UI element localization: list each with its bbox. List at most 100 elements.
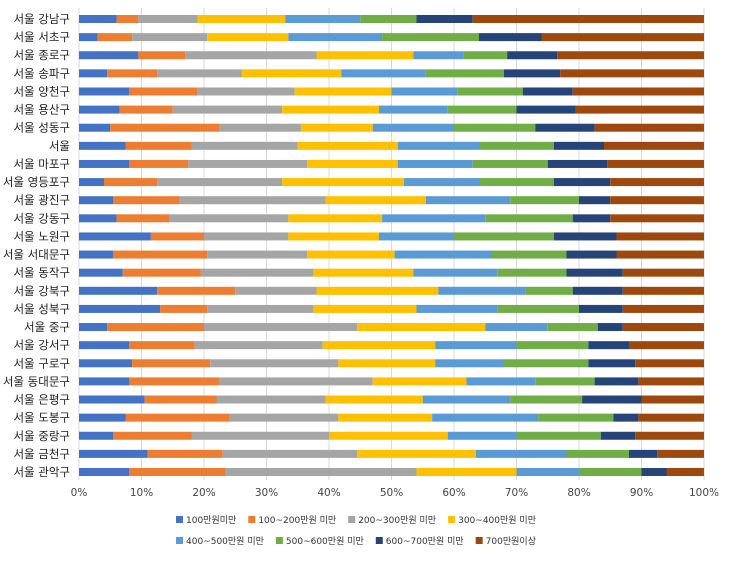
bar-segment (638, 377, 704, 386)
bar-segment (497, 268, 567, 277)
bar-segment (357, 449, 476, 458)
bar-segment (516, 468, 579, 476)
bar-segment (538, 413, 614, 422)
legend-label: 200~300만원 미만 (358, 515, 436, 526)
bar-segment (216, 395, 326, 404)
bar-segment (207, 250, 308, 259)
bar-segment (622, 323, 704, 332)
x-tick-label: 100% (689, 487, 719, 499)
bar-segment (79, 141, 126, 150)
bar-segment (322, 341, 436, 350)
bar-segment (575, 105, 704, 114)
bar-segment (316, 286, 439, 295)
bar-segment (157, 178, 283, 187)
bar-segment (79, 69, 108, 78)
bar-segment (316, 51, 414, 60)
x-tick-label: 0% (71, 487, 88, 499)
bar-segment (572, 286, 623, 295)
bar-segment (79, 123, 111, 132)
bar-segment (357, 323, 486, 332)
category-label: 서울 구로구 (13, 356, 70, 370)
bar-segment (235, 286, 317, 295)
bar-segment (222, 449, 358, 458)
bar-segment (629, 341, 704, 350)
bar-row (79, 286, 704, 295)
bar-segment (554, 141, 604, 150)
bar-segment (607, 159, 704, 168)
bar-segment (416, 15, 473, 23)
bar-segment (379, 105, 448, 114)
bar-segment (472, 159, 548, 168)
category-label: 서울 강북구 (13, 284, 70, 298)
bar-segment (516, 341, 589, 350)
bar-segment (360, 15, 417, 23)
bar-segment (454, 123, 536, 132)
bar-segment (150, 232, 204, 241)
category-label: 서울 광진구 (13, 193, 70, 207)
bar-segment (338, 413, 433, 422)
bar-segment (535, 377, 595, 386)
bar-segment (197, 87, 295, 96)
bar-row (79, 214, 704, 223)
bar-segment (547, 159, 608, 168)
legend-label: 100만원미만 (186, 515, 236, 526)
bar-segment (475, 449, 567, 458)
legend-item: 100~200만원 미만 (248, 515, 336, 526)
bar-segment (79, 33, 98, 42)
bar-segment (122, 268, 201, 277)
bar-segment (288, 232, 379, 241)
bar-segment (169, 214, 289, 223)
bar-segment (616, 250, 704, 259)
legend-item: 600~700만원 미만 (375, 536, 464, 547)
bar-segment (79, 250, 114, 259)
x-tick-label: 80% (567, 487, 590, 499)
bar-segment (338, 359, 436, 368)
bar-segment (516, 105, 576, 114)
bar-segment (635, 359, 704, 368)
legend-label: 300~400만원 미만 (458, 515, 536, 526)
bar-segment (391, 87, 458, 96)
bar-segment (294, 87, 392, 96)
legend-swatch (275, 537, 283, 544)
bar-row (79, 178, 704, 187)
bar-segment (225, 468, 417, 476)
category-label: 서울 강서구 (13, 338, 70, 352)
bar-segment (97, 33, 133, 42)
legend-item: 700만원이상 (475, 536, 536, 547)
category-label: 서울 서초구 (13, 30, 70, 44)
bar-segment (219, 123, 301, 132)
bar-row (79, 250, 704, 259)
bar-segment (535, 123, 595, 132)
bar-segment (447, 105, 517, 114)
bar-segment (432, 413, 539, 422)
category-label: 서울 양천구 (13, 84, 70, 98)
bar-segment (657, 449, 704, 458)
bar-segment (566, 250, 617, 259)
bar-segment (422, 395, 511, 404)
bar-segment (113, 196, 179, 205)
bar-segment (116, 214, 170, 223)
bar-segment (610, 214, 704, 223)
bar-segment (394, 250, 492, 259)
bar-segment (416, 468, 517, 476)
x-tick-label: 20% (192, 487, 215, 499)
bar-segment (79, 51, 139, 60)
bar-segment (129, 341, 195, 350)
bar-segment (610, 196, 704, 205)
bar-segment (425, 69, 504, 78)
bar-segment (622, 286, 704, 295)
bar-segment (579, 304, 623, 313)
bar-segment (179, 196, 326, 205)
bar-segment (204, 232, 289, 241)
bar-row (79, 304, 704, 313)
legend-item: 200~300만원 미만 (348, 515, 436, 526)
bar-segment (610, 178, 704, 187)
bar-segment (525, 286, 573, 295)
bar-segment (510, 395, 583, 404)
legend-label: 400~500만원 미만 (186, 536, 264, 547)
legend-label: 600~700만원 미만 (386, 536, 464, 547)
bar-row (79, 33, 704, 42)
bar-segment (297, 141, 398, 150)
bar-segment (119, 105, 173, 114)
